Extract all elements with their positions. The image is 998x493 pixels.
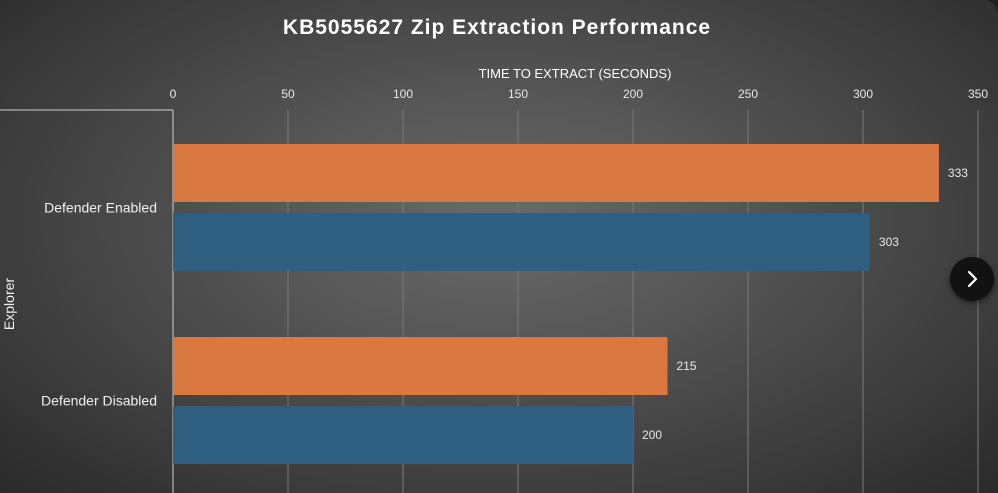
x-tick-label: 250 xyxy=(738,87,758,101)
x-tick-label: 200 xyxy=(623,87,643,101)
bar xyxy=(173,337,668,395)
data-label: 333 xyxy=(948,166,968,180)
data-label: 303 xyxy=(879,235,899,249)
category-label: Defender Enabled xyxy=(44,200,157,216)
category-label: Defender Disabled xyxy=(41,393,157,409)
x-tick-label: 150 xyxy=(508,87,528,101)
next-slide-button[interactable] xyxy=(950,257,994,301)
chart-title: KB5055627 Zip Extraction Performance xyxy=(283,16,711,39)
bar xyxy=(173,144,939,202)
x-tick-label: 350 xyxy=(968,87,988,101)
group-label: Explorer xyxy=(1,278,17,330)
x-tick-label: 50 xyxy=(281,87,295,101)
x-axis-title: TIME TO EXTRACT (SECONDS) xyxy=(479,66,672,81)
data-label: 215 xyxy=(677,359,697,373)
chevron-right-icon xyxy=(967,270,978,288)
data-label: 200 xyxy=(642,428,662,442)
x-tick-label: 100 xyxy=(393,87,413,101)
bar xyxy=(173,213,870,271)
bar xyxy=(173,406,633,464)
x-tick-label: 300 xyxy=(853,87,873,101)
x-tick-label: 0 xyxy=(170,87,177,101)
